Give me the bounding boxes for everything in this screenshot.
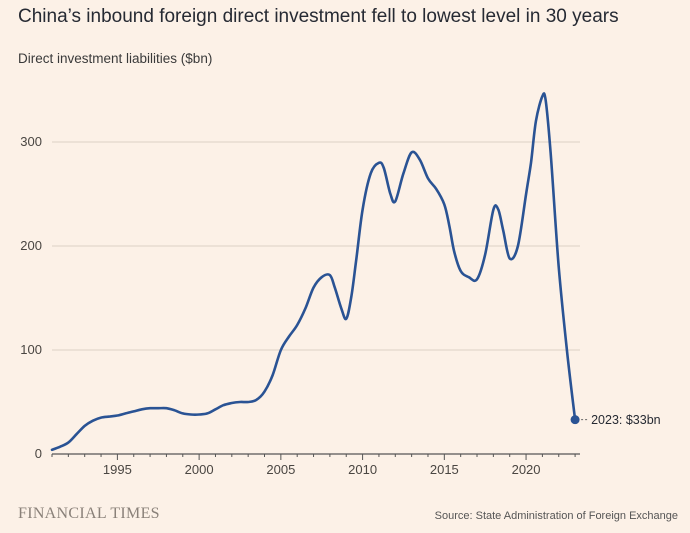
annotation-label: 2023: $33bn (591, 413, 661, 427)
x-tick-labels: 1995 2000 2005 2010 2015 2020 (103, 462, 541, 477)
endpoint-marker (570, 415, 580, 425)
source-note: Source: State Administration of Foreign … (434, 510, 678, 522)
ft-logo: FINANCIAL TIMES (18, 505, 160, 522)
y-tick-label: 200 (20, 238, 42, 253)
x-axis (51, 453, 580, 460)
gridlines (52, 141, 580, 351)
y-tick-label: 0 (35, 446, 42, 461)
y-axis-label: Direct investment liabilities ($bn) (18, 51, 213, 66)
annotation-layer: 2023: $33bn (570, 413, 661, 427)
y-tick-label: 100 (20, 342, 42, 357)
x-tick-label: 2020 (512, 462, 541, 477)
fdi-series-line (50, 92, 577, 452)
x-tick-label: 2005 (266, 462, 295, 477)
y-tick-label: 300 (20, 134, 42, 149)
x-tick-label: 1995 (103, 462, 132, 477)
series-layer (50, 92, 577, 452)
x-tick-label: 2000 (185, 462, 214, 477)
x-tick-label: 2015 (430, 462, 459, 477)
chart-title: China’s inbound foreign direct investmen… (18, 6, 619, 27)
y-tick-labels: 0 100 200 300 (20, 134, 42, 461)
x-tick-label: 2010 (348, 462, 377, 477)
